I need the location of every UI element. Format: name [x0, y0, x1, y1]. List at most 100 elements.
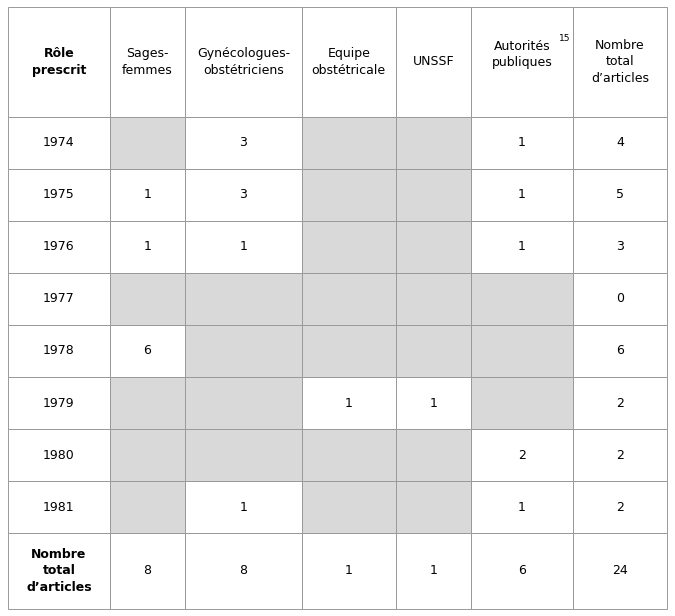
Bar	[302, 377, 396, 429]
Bar	[8, 116, 110, 169]
Text: 4: 4	[616, 136, 624, 149]
Bar	[396, 169, 471, 221]
Text: 3: 3	[240, 188, 247, 201]
Bar	[185, 533, 302, 609]
Text: 24: 24	[612, 564, 628, 577]
Bar	[185, 325, 302, 377]
Bar	[471, 7, 573, 116]
Bar	[110, 169, 185, 221]
Bar	[471, 481, 573, 533]
Text: 1: 1	[345, 397, 353, 410]
Text: 2: 2	[616, 397, 624, 410]
Text: Sages-
femmes: Sages- femmes	[122, 47, 173, 77]
Bar	[471, 169, 573, 221]
Text: 1: 1	[240, 240, 247, 253]
Text: Gynécologues-
obstétriciens: Gynécologues- obstétriciens	[197, 47, 290, 77]
Bar	[110, 7, 185, 116]
Bar	[8, 325, 110, 377]
Bar	[8, 533, 110, 609]
Bar	[110, 273, 185, 325]
Bar	[396, 221, 471, 273]
Bar	[471, 273, 573, 325]
Text: 6: 6	[616, 344, 624, 357]
Bar	[302, 273, 396, 325]
Text: 1975: 1975	[43, 188, 75, 201]
Bar	[110, 377, 185, 429]
Bar	[471, 377, 573, 429]
Text: 1979: 1979	[43, 397, 75, 410]
Bar	[471, 429, 573, 481]
Text: Nombre
total
d’articles: Nombre total d’articles	[26, 548, 92, 594]
Text: 1977: 1977	[43, 293, 75, 306]
Text: 6: 6	[144, 344, 151, 357]
Text: 15: 15	[559, 34, 570, 43]
Text: 1: 1	[240, 501, 247, 514]
Text: 1976: 1976	[43, 240, 75, 253]
Bar	[110, 221, 185, 273]
Text: 1: 1	[518, 501, 526, 514]
Bar	[8, 481, 110, 533]
Bar	[396, 273, 471, 325]
Bar	[110, 116, 185, 169]
Text: UNSSF: UNSSF	[412, 55, 454, 68]
Text: 2: 2	[518, 448, 526, 461]
Bar	[573, 533, 667, 609]
Text: 2: 2	[616, 501, 624, 514]
Bar	[8, 169, 110, 221]
Bar	[573, 221, 667, 273]
Text: Rôle
prescrit: Rôle prescrit	[32, 47, 86, 77]
Bar	[185, 7, 302, 116]
Bar	[8, 7, 110, 116]
Text: 3: 3	[616, 240, 624, 253]
Bar	[396, 116, 471, 169]
Bar	[396, 481, 471, 533]
Text: 1: 1	[429, 397, 437, 410]
Bar	[302, 481, 396, 533]
Text: 2: 2	[616, 448, 624, 461]
Bar	[8, 221, 110, 273]
Bar	[396, 7, 471, 116]
Bar	[573, 116, 667, 169]
Text: 1978: 1978	[43, 344, 75, 357]
Text: 3: 3	[240, 136, 247, 149]
Bar	[8, 377, 110, 429]
Bar	[573, 481, 667, 533]
Bar	[396, 377, 471, 429]
Bar	[471, 325, 573, 377]
Bar	[302, 533, 396, 609]
Bar	[396, 533, 471, 609]
Bar	[185, 429, 302, 481]
Bar	[185, 377, 302, 429]
Text: 1: 1	[144, 188, 151, 201]
Bar	[110, 325, 185, 377]
Bar	[396, 429, 471, 481]
Bar	[185, 116, 302, 169]
Text: 0: 0	[616, 293, 624, 306]
Bar	[302, 221, 396, 273]
Text: 1: 1	[429, 564, 437, 577]
Bar	[471, 221, 573, 273]
Text: 1: 1	[518, 240, 526, 253]
Text: 1980: 1980	[43, 448, 75, 461]
Bar	[185, 481, 302, 533]
Bar	[302, 169, 396, 221]
Bar	[573, 325, 667, 377]
Text: 1: 1	[144, 240, 151, 253]
Bar	[396, 325, 471, 377]
Bar	[573, 429, 667, 481]
Bar	[185, 221, 302, 273]
Text: 1: 1	[518, 136, 526, 149]
Bar	[573, 169, 667, 221]
Bar	[110, 481, 185, 533]
Text: 6: 6	[518, 564, 526, 577]
Bar	[110, 429, 185, 481]
Bar	[573, 273, 667, 325]
Text: Nombre
total
d’articles: Nombre total d’articles	[591, 39, 649, 85]
Bar	[8, 429, 110, 481]
Text: 1: 1	[345, 564, 353, 577]
Text: 8: 8	[240, 564, 247, 577]
Bar	[302, 429, 396, 481]
Bar	[302, 116, 396, 169]
Text: 1981: 1981	[43, 501, 75, 514]
Bar	[573, 377, 667, 429]
